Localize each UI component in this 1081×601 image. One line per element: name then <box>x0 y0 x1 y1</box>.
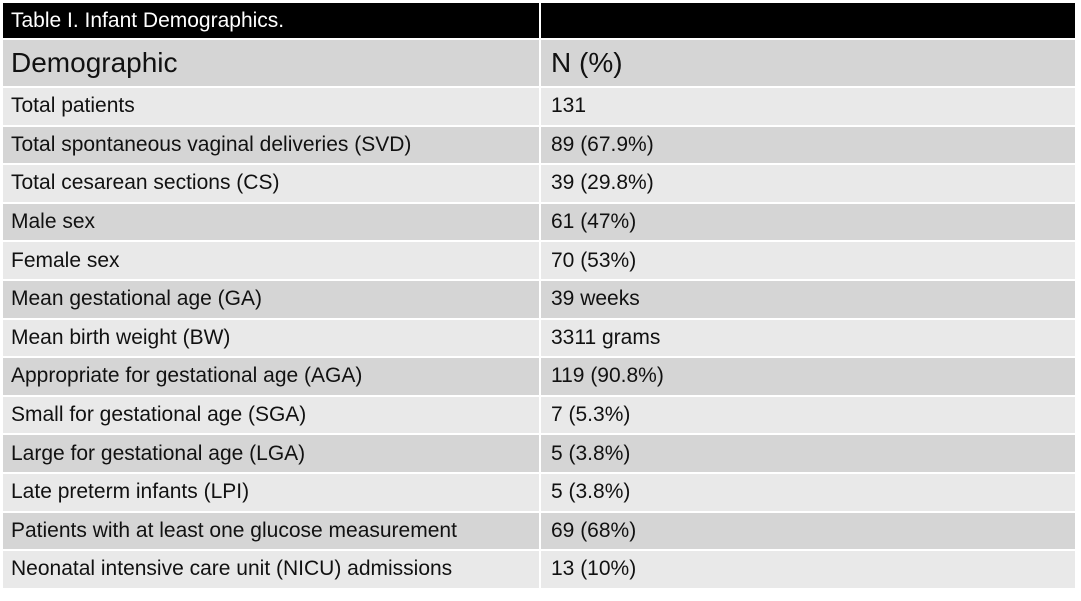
table-row: Mean gestational age (GA) 39 weeks <box>3 280 1077 320</box>
row-value: 69 (68%) <box>541 512 1077 552</box>
row-label: Mean birth weight (BW) <box>3 319 541 359</box>
row-value: 131 <box>541 88 1077 127</box>
column-header-demographic: Demographic <box>3 40 541 88</box>
row-label: Small for gestational age (SGA) <box>3 396 541 436</box>
row-value: 13 (10%) <box>541 551 1077 590</box>
row-label: Large for gestational age (LGA) <box>3 435 541 474</box>
demographics-table: Table I. Infant Demographics. Demographi… <box>3 3 1077 590</box>
row-value: 5 (3.8%) <box>541 473 1077 513</box>
row-label: Total spontaneous vaginal deliveries (SV… <box>3 126 541 166</box>
table-row: Total patients 131 <box>3 88 1077 127</box>
table-body: Total patients 131 Total spontaneous vagin… <box>3 88 1077 590</box>
row-label: Total cesarean sections (CS) <box>3 165 541 204</box>
row-label: Mean gestational age (GA) <box>3 280 541 320</box>
row-value: 61 (47%) <box>541 203 1077 243</box>
table-caption-row: Table I. Infant Demographics. <box>3 3 1077 40</box>
table-row: Appropriate for gestational age (AGA) 119… <box>3 358 1077 397</box>
table-row: Small for gestational age (SGA) 7 (5.3%) <box>3 396 1077 436</box>
row-label: Neonatal intensive care unit (NICU) admi… <box>3 551 541 590</box>
row-label: Appropriate for gestational age (AGA) <box>3 358 541 397</box>
row-label: Male sex <box>3 203 541 243</box>
table-row: Large for gestational age (LGA) 5 (3.8%) <box>3 435 1077 474</box>
table-caption: Table I. Infant Demographics. <box>3 3 541 40</box>
row-label: Patients with at least one glucose measu… <box>3 512 541 552</box>
table-row: Patients with at least one glucose measu… <box>3 512 1077 552</box>
column-header-n-percent: N (%) <box>541 40 1077 88</box>
row-value: 119 (90.8%) <box>541 358 1077 397</box>
row-value: 5 (3.8%) <box>541 435 1077 474</box>
row-value: 7 (5.3%) <box>541 396 1077 436</box>
table-row: Male sex 61 (47%) <box>3 203 1077 243</box>
row-value: 89 (67.9%) <box>541 126 1077 166</box>
table-row: Total cesarean sections (CS) 39 (29.8%) <box>3 165 1077 204</box>
table-row: Late preterm infants (LPI) 5 (3.8%) <box>3 473 1077 513</box>
row-value: 3311 grams <box>541 319 1077 359</box>
row-value: 39 (29.8%) <box>541 165 1077 204</box>
row-label: Late preterm infants (LPI) <box>3 473 541 513</box>
table-row: Neonatal intensive care unit (NICU) admi… <box>3 551 1077 590</box>
table-row: Total spontaneous vaginal deliveries (SV… <box>3 126 1077 166</box>
row-value: 70 (53%) <box>541 242 1077 281</box>
table-header-row: Demographic N (%) <box>3 40 1077 88</box>
row-value: 39 weeks <box>541 280 1077 320</box>
row-label: Total patients <box>3 88 541 127</box>
table-row: Mean birth weight (BW) 3311 grams <box>3 319 1077 359</box>
table-row: Female sex 70 (53%) <box>3 242 1077 281</box>
table-caption-right <box>541 3 1077 40</box>
row-label: Female sex <box>3 242 541 281</box>
